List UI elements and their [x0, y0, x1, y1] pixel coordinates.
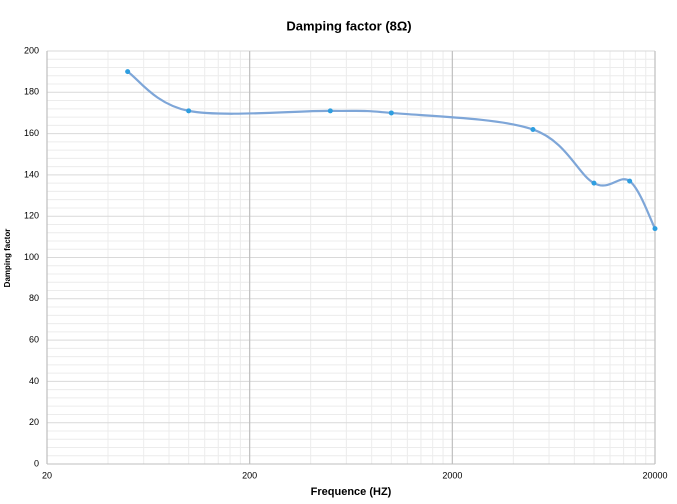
y-tick-label: 40 — [29, 376, 39, 386]
data-point — [627, 178, 633, 184]
x-tick-label: 2000 — [442, 470, 462, 480]
series-line — [127, 70, 656, 230]
y-tick-label: 80 — [29, 293, 39, 303]
data-point — [530, 126, 536, 132]
chart-title: Damping factor (8Ω) — [286, 18, 411, 33]
x-tick-label: 20000 — [642, 470, 667, 480]
x-tick-label: 20 — [42, 470, 52, 480]
data-point — [652, 226, 658, 232]
y-tick-label: 120 — [24, 211, 39, 221]
y-tick-label: 0 — [34, 458, 39, 468]
data-point — [186, 108, 192, 114]
y-tick-label: 140 — [24, 169, 39, 179]
y-tick-label: 100 — [24, 252, 39, 262]
y-tick-label: 180 — [24, 87, 39, 97]
y-tick-label: 20 — [29, 417, 39, 427]
y-tick-label: 200 — [24, 45, 39, 55]
y-tick-label: 160 — [24, 128, 39, 138]
data-point — [327, 108, 333, 114]
data-point — [591, 180, 597, 186]
data-point — [125, 69, 131, 75]
x-tick-label: 200 — [242, 470, 257, 480]
y-tick-label: 60 — [29, 334, 39, 344]
data-point — [388, 110, 394, 116]
y-axis-label: Damping factor — [3, 229, 12, 288]
x-axis-label: Frequence (HZ) — [311, 486, 392, 498]
